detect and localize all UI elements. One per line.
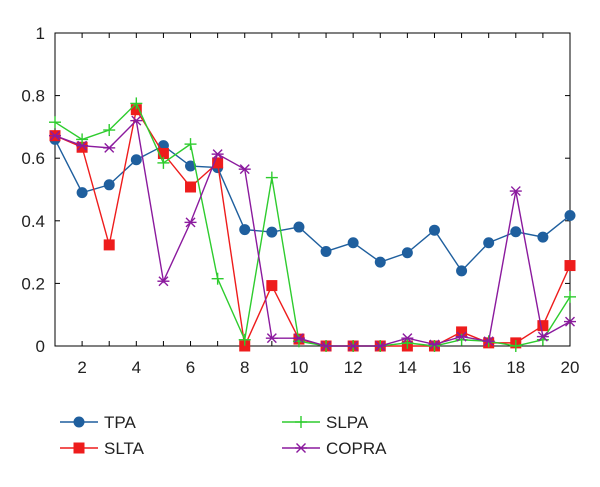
legend-marker bbox=[295, 416, 307, 428]
data-point-copra bbox=[401, 333, 414, 344]
data-point-slpa bbox=[265, 171, 278, 184]
y-tick-label: 1 bbox=[36, 24, 45, 43]
y-tick-label: 0.2 bbox=[21, 274, 45, 293]
data-point-slpa bbox=[130, 97, 143, 110]
series-slta bbox=[49, 104, 576, 352]
x-tick-label: 12 bbox=[344, 358, 363, 377]
data-point-copra bbox=[157, 276, 170, 287]
data-point-copra bbox=[564, 316, 576, 327]
series-tpa bbox=[49, 133, 576, 277]
data-point-copra bbox=[184, 217, 197, 228]
data-point-slta bbox=[266, 280, 278, 292]
data-point-tpa bbox=[293, 221, 305, 233]
data-point-tpa bbox=[483, 237, 495, 249]
series-slpa bbox=[49, 97, 576, 352]
x-tick-label: 8 bbox=[240, 358, 249, 377]
legend-marker bbox=[73, 442, 85, 454]
data-point-slpa bbox=[76, 133, 89, 146]
legend-label: TPA bbox=[104, 413, 136, 432]
series-line-slta bbox=[54, 107, 571, 349]
data-point-tpa bbox=[266, 226, 278, 238]
data-point-copra bbox=[428, 339, 441, 350]
legend-item-copra: COPRA bbox=[282, 439, 387, 458]
data-point-copra bbox=[292, 333, 305, 344]
y-tick-label: 0.8 bbox=[21, 87, 45, 106]
data-point-slta bbox=[103, 239, 115, 251]
series-copra bbox=[49, 115, 576, 351]
x-tick-label: 10 bbox=[289, 358, 308, 377]
legend-marker bbox=[73, 416, 85, 428]
legend-label: SLPA bbox=[326, 413, 369, 432]
data-point-copra bbox=[211, 149, 224, 160]
data-point-slpa bbox=[238, 333, 251, 346]
x-tick-label: 18 bbox=[506, 358, 525, 377]
x-tick-label: 2 bbox=[77, 358, 86, 377]
data-point-copra bbox=[455, 331, 468, 342]
data-point-copra bbox=[482, 336, 495, 347]
data-point-slpa bbox=[49, 116, 61, 129]
legend-marker bbox=[295, 443, 307, 453]
data-point-copra bbox=[265, 333, 278, 344]
data-point-copra bbox=[509, 186, 522, 197]
data-point-tpa bbox=[374, 256, 386, 268]
legend-item-tpa: TPA bbox=[60, 413, 136, 432]
x-tick-label: 16 bbox=[452, 358, 471, 377]
data-point-tpa bbox=[564, 209, 576, 221]
data-point-copra bbox=[320, 341, 333, 351]
data-point-slta bbox=[212, 157, 224, 169]
data-point-copra bbox=[76, 140, 89, 151]
legend-label: SLTA bbox=[104, 439, 145, 458]
data-point-slta bbox=[564, 260, 576, 272]
data-point-slta bbox=[185, 181, 197, 193]
data-point-copra bbox=[347, 341, 360, 351]
y-tick-label: 0.6 bbox=[21, 149, 45, 168]
data-point-tpa bbox=[130, 154, 142, 166]
series-line-copra bbox=[54, 119, 571, 347]
data-point-tpa bbox=[401, 247, 413, 259]
legend-label: COPRA bbox=[326, 439, 387, 458]
data-point-tpa bbox=[510, 226, 522, 238]
data-point-slpa bbox=[428, 340, 441, 352]
data-point-copra bbox=[130, 115, 143, 126]
legend-item-slta: SLTA bbox=[60, 439, 145, 458]
data-point-slpa bbox=[211, 272, 224, 285]
data-point-copra bbox=[374, 341, 387, 351]
x-tick-label: 6 bbox=[186, 358, 195, 377]
series-line-slpa bbox=[54, 102, 571, 347]
data-point-slpa bbox=[564, 290, 576, 303]
y-tick-label: 0.4 bbox=[21, 212, 45, 231]
data-point-tpa bbox=[456, 265, 468, 277]
legend-item-slpa: SLPA bbox=[282, 413, 369, 432]
data-point-tpa bbox=[347, 237, 359, 249]
plot-frame bbox=[54, 32, 571, 347]
data-point-tpa bbox=[320, 245, 332, 257]
data-point-slpa bbox=[184, 138, 197, 151]
data-point-tpa bbox=[103, 179, 115, 191]
data-point-copra bbox=[49, 130, 61, 141]
data-point-copra bbox=[103, 142, 116, 153]
data-point-slpa bbox=[157, 156, 170, 169]
y-tick-label: 0 bbox=[36, 337, 45, 356]
data-point-slpa bbox=[509, 340, 522, 352]
data-point-tpa bbox=[428, 224, 440, 236]
data-point-copra bbox=[536, 331, 549, 342]
legend: TPA SLTA SLPA COPRA bbox=[60, 413, 387, 458]
x-tick-label: 14 bbox=[398, 358, 417, 377]
data-point-slta bbox=[537, 320, 549, 332]
data-point-slpa bbox=[103, 124, 116, 137]
x-tick-label: 20 bbox=[561, 358, 580, 377]
data-point-tpa bbox=[76, 187, 88, 199]
x-tick-label: 4 bbox=[132, 358, 141, 377]
data-point-tpa bbox=[239, 224, 251, 236]
data-point-copra bbox=[238, 164, 251, 175]
data-point-tpa bbox=[537, 231, 549, 243]
